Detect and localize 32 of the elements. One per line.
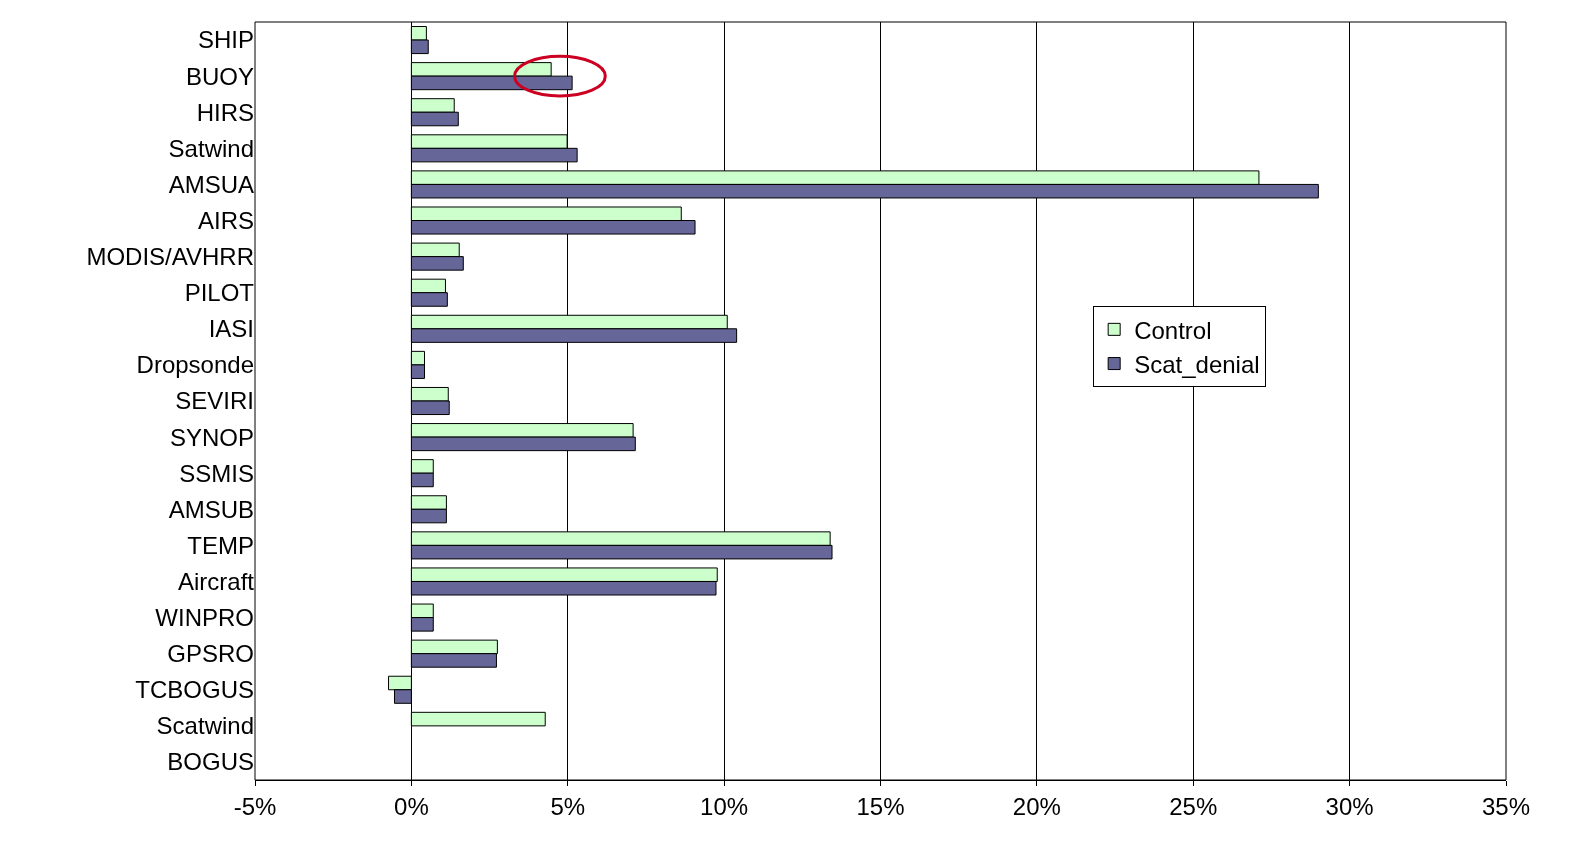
- x-tick-label: 0%: [394, 792, 429, 820]
- y-tick-label: PILOT: [184, 279, 255, 307]
- y-tick-label: Scatwind: [156, 712, 254, 740]
- y-tick-label: SEVIRI: [175, 387, 254, 415]
- y-tick-label: TEMP: [187, 531, 254, 559]
- legend-label: Control: [1134, 316, 1212, 344]
- y-tick-label: Satwind: [168, 134, 254, 162]
- x-tick-label: 25%: [1169, 792, 1218, 820]
- y-tick-label: IASI: [208, 315, 254, 343]
- y-tick-label: BOGUS: [167, 748, 254, 776]
- y-tick-label: MODIS/AVHRR: [86, 243, 254, 271]
- y-tick-label: AIRS: [197, 206, 254, 234]
- x-tick-label: -5%: [233, 792, 277, 820]
- legend-label: Scat_denial: [1134, 350, 1260, 378]
- y-tick-label: SSMIS: [179, 459, 254, 487]
- x-tick-label: 30%: [1325, 792, 1374, 820]
- y-tick-label: AMSUA: [168, 170, 254, 198]
- y-tick-label: SHIP: [197, 26, 254, 54]
- y-tick-label: TCBOGUS: [135, 676, 254, 704]
- x-tick-label: 5%: [550, 792, 586, 820]
- x-tick-label: 15%: [856, 792, 905, 820]
- y-tick-label: AMSUB: [168, 495, 254, 523]
- x-tick-label: 35%: [1481, 792, 1531, 820]
- y-tick-label: HIRS: [196, 98, 254, 126]
- y-tick-label: Dropsonde: [136, 351, 254, 379]
- x-tick-label: 20%: [1012, 792, 1061, 820]
- y-tick-label: BUOY: [185, 62, 254, 90]
- y-tick-label: GPSRO: [167, 640, 254, 668]
- x-tick-label: 10%: [700, 792, 749, 820]
- y-tick-label: WINPRO: [155, 603, 254, 631]
- y-tick-label: Aircraft: [177, 567, 255, 595]
- y-tick-label: SYNOP: [169, 423, 254, 451]
